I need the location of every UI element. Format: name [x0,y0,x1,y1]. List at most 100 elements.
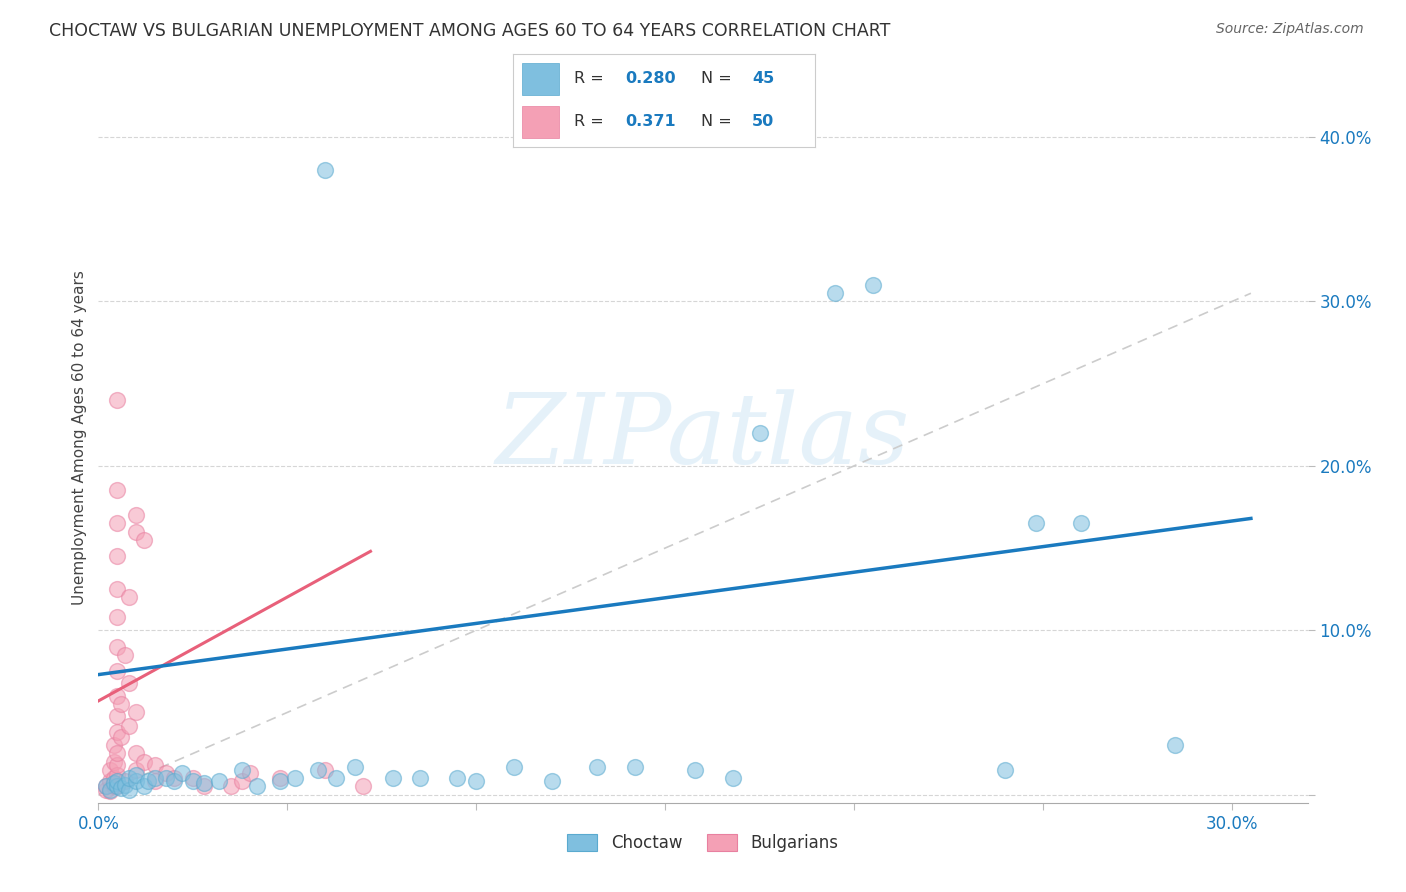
Point [94,780,117,794]
Point [163,774,186,789]
Point [685,763,707,777]
Point [98,782,121,797]
Point [125,747,148,761]
Point [103,776,125,790]
Point [181,774,204,789]
Point [181,771,204,785]
Point [325,771,347,785]
Point [408,771,430,785]
Point [143,771,166,785]
Point [103,780,125,794]
Point [170,766,193,780]
Point [105,708,128,723]
Point [98,763,121,777]
Point [114,774,136,789]
Text: N =: N = [700,71,737,87]
Point [1070,516,1092,531]
Point [231,774,253,789]
Point [1164,739,1187,753]
Point [382,771,405,785]
Point [723,771,745,785]
Text: 0.280: 0.280 [626,71,676,87]
Point [163,771,186,785]
Point [125,774,148,789]
Point [155,771,177,785]
Point [105,582,128,596]
Point [118,771,141,785]
Point [193,776,215,790]
Point [314,163,336,178]
Point [105,758,128,772]
Point [118,591,141,605]
Text: R =: R = [574,71,609,87]
Point [143,774,166,789]
Point [269,771,291,785]
Point [110,780,132,795]
Text: 0.371: 0.371 [626,114,676,129]
Point [994,763,1017,777]
Point [118,718,141,732]
Point [284,771,307,785]
Point [246,780,269,794]
Point [114,778,136,792]
Point [103,739,125,753]
Y-axis label: Unemployment Among Ages 60 to 64 years: Unemployment Among Ages 60 to 64 years [72,269,87,605]
Point [446,771,468,785]
Point [125,706,148,720]
Point [105,393,128,408]
Point [105,549,128,564]
Point [143,758,166,772]
Point [586,759,609,773]
Point [824,286,846,301]
Point [314,763,336,777]
Point [105,780,128,794]
Text: R =: R = [574,114,609,129]
Point [94,782,117,797]
Point [103,755,125,769]
Point [155,766,177,780]
Legend: Choctaw, Bulgarians: Choctaw, Bulgarians [560,825,846,860]
Point [344,759,367,773]
Point [132,755,155,769]
Point [125,768,148,782]
FancyBboxPatch shape [522,106,558,138]
FancyBboxPatch shape [522,63,558,95]
Point [105,774,128,789]
Text: N =: N = [700,114,737,129]
Point [307,763,329,777]
Point [132,533,155,547]
Point [231,763,253,777]
Text: 45: 45 [752,71,775,87]
Point [193,780,215,794]
Point [136,774,159,789]
Point [219,780,242,794]
Point [105,780,128,794]
Text: 50: 50 [752,114,775,129]
Point [503,759,526,773]
Point [352,780,374,794]
Point [1025,516,1047,531]
Point [114,648,136,662]
Point [110,697,132,711]
Point [105,768,128,782]
Point [110,730,132,744]
Point [239,766,262,780]
Point [105,689,128,703]
Point [465,774,488,789]
Text: CHOCTAW VS BULGARIAN UNEMPLOYMENT AMONG AGES 60 TO 64 YEARS CORRELATION CHART: CHOCTAW VS BULGARIAN UNEMPLOYMENT AMONG … [49,22,890,40]
Point [105,665,128,679]
Point [105,516,128,531]
Point [105,483,128,498]
Point [624,759,647,773]
Point [118,782,141,797]
Point [94,780,117,794]
Point [125,524,148,539]
Point [132,780,155,794]
Point [748,425,770,440]
Point [103,771,125,785]
Point [105,747,128,761]
Text: ZIPatlas: ZIPatlas [496,390,910,484]
Point [105,640,128,654]
Text: Source: ZipAtlas.com: Source: ZipAtlas.com [1216,22,1364,37]
Point [540,774,562,789]
